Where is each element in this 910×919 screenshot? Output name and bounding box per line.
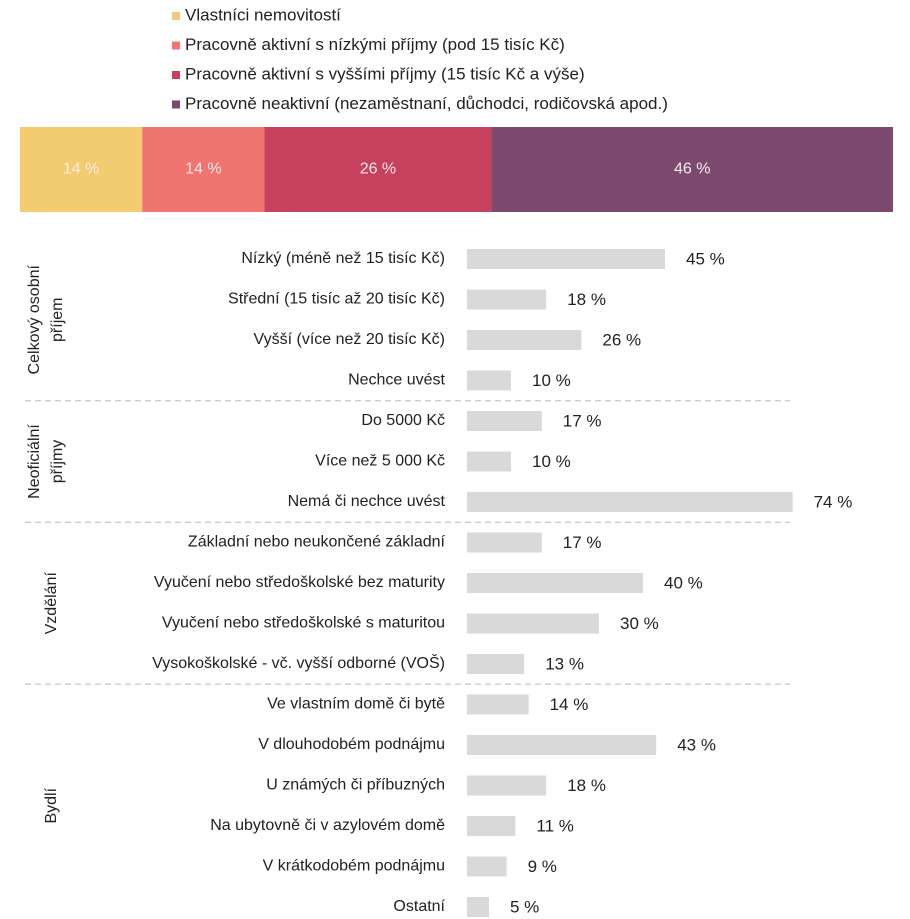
- legend-swatch: [172, 12, 180, 20]
- category-label: Vyučení nebo středoškolské s maturitou: [162, 615, 445, 632]
- bar: [467, 816, 516, 836]
- bar-segment: [20, 127, 143, 212]
- value-label: 9 %: [528, 857, 557, 876]
- category-label: V krátkodobém podnájmu: [263, 858, 445, 875]
- bar: [467, 573, 643, 593]
- category-label: Střední (15 tisíc až 20 tisíc Kč): [228, 291, 445, 308]
- value-label: 14 %: [550, 695, 589, 714]
- value-label: 10 %: [532, 452, 571, 471]
- value-label: 17 %: [563, 533, 602, 552]
- value-label: 26 %: [360, 161, 396, 178]
- category-label: Základní nebo neukončené základní: [188, 534, 446, 551]
- bar: [467, 735, 657, 755]
- bar: [467, 451, 511, 472]
- legend: Vlastníci nemovitostí Pracovně aktivní s …: [172, 5, 668, 113]
- legend-swatch: [172, 71, 180, 79]
- category-label: U známých či příbuzných: [266, 777, 445, 794]
- bar: [467, 492, 793, 512]
- value-label: 14 %: [185, 161, 221, 178]
- bar: [467, 532, 542, 553]
- bar: [467, 289, 547, 310]
- value-label: 14 %: [63, 161, 99, 178]
- value-label: 18 %: [567, 776, 606, 795]
- bar: [467, 411, 542, 431]
- value-label: 5 %: [510, 897, 539, 916]
- group-label: Celkový osobní: [26, 265, 43, 375]
- category-label: Nechce uvést: [348, 372, 445, 389]
- category-label: Na ubytovně či v azylovém domě: [210, 817, 445, 834]
- legend-swatch: [172, 100, 180, 109]
- value-label: 26 %: [602, 330, 641, 349]
- value-label: 10 %: [532, 371, 571, 390]
- category-label: Vyšší (více než 20 tisíc Kč): [254, 331, 445, 348]
- category-label: Nemá či nechce uvést: [288, 493, 446, 510]
- legend-swatch: [172, 41, 180, 50]
- group-label: příjmy: [49, 440, 66, 484]
- value-label: 40 %: [664, 573, 703, 592]
- bar-segment: [142, 127, 265, 212]
- legend-label: Pracovně aktivní s nízkými příjmy (pod 1…: [185, 35, 565, 54]
- value-label: 43 %: [677, 735, 716, 754]
- bar: [467, 775, 547, 796]
- value-label: 30 %: [620, 614, 659, 633]
- category-label: Vysokoškolské - vč. vyšší odborné (VOŠ): [152, 653, 445, 672]
- bar-segment: [491, 127, 893, 212]
- bar: [467, 856, 507, 877]
- value-label: 11 %: [536, 816, 574, 835]
- bar: [467, 654, 525, 674]
- bar: [467, 370, 511, 391]
- legend-label: Pracovně aktivní s vyššími příjmy (15 ti…: [185, 64, 585, 83]
- category-label: Vyučení nebo středoškolské bez maturity: [154, 574, 445, 591]
- value-label: 18 %: [567, 290, 606, 309]
- bar: [467, 897, 489, 917]
- category-label: Do 5000 Kč: [361, 412, 445, 429]
- value-label: 46 %: [674, 161, 710, 178]
- bar: [467, 613, 599, 634]
- legend-label: Vlastníci nemovitostí: [185, 5, 341, 24]
- category-label: Více než 5 000 Kč: [315, 453, 445, 470]
- category-label: Nízký (méně než 15 tisíc Kč): [241, 250, 445, 267]
- bar: [467, 249, 665, 269]
- group-label: Neoficiální: [26, 424, 43, 499]
- category-label: Ostatní: [393, 898, 445, 915]
- bar: [467, 694, 529, 715]
- category-label: Ve vlastním domě či bytě: [267, 696, 445, 713]
- group-label: příjem: [49, 298, 66, 342]
- bar: [467, 330, 582, 350]
- group-label: Vzdělání: [43, 572, 60, 635]
- value-label: 45 %: [686, 249, 725, 268]
- value-label: 17 %: [563, 411, 602, 430]
- group-label: Bydlí: [43, 787, 60, 823]
- value-label: 74 %: [814, 492, 853, 511]
- category-label: V dlouhodobém podnájmu: [258, 736, 445, 753]
- legend-label: Pracovně neaktivní (nezaměstnaní, důchod…: [185, 94, 668, 113]
- value-label: 13 %: [545, 654, 584, 673]
- bar-segment: [264, 127, 492, 212]
